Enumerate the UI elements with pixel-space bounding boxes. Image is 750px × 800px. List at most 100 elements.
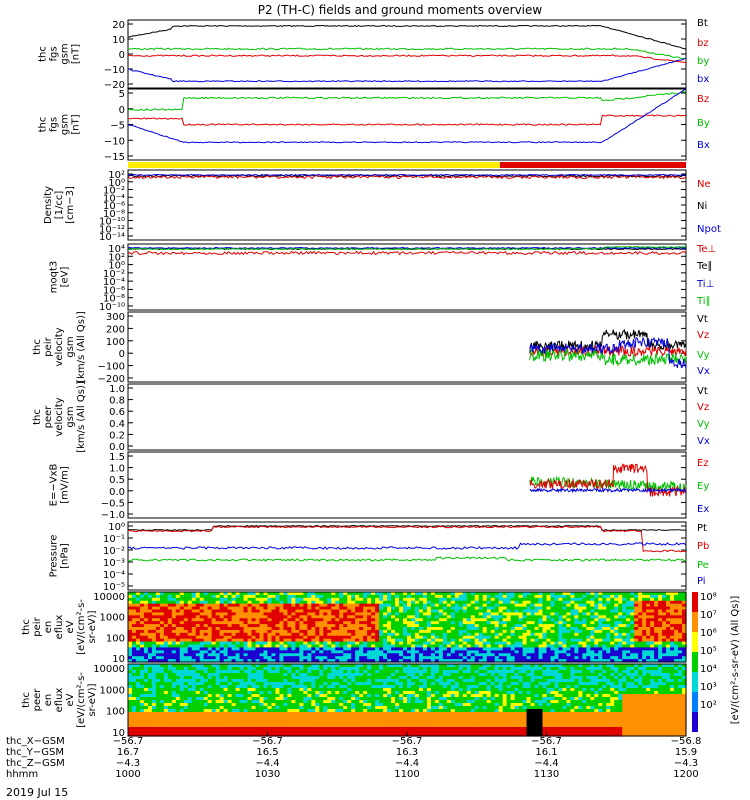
spectrogram-cell: [682, 621, 687, 625]
spectrogram-cell: [494, 641, 500, 646]
spectrogram-cell: [283, 718, 289, 722]
spectrogram-cell: [135, 727, 141, 731]
spectrogram-cell: [303, 606, 308, 611]
spectrogram-cell: [239, 673, 245, 677]
spectrogram-cell: [371, 592, 376, 596]
spectrogram-cell: [187, 697, 193, 701]
spectrogram-cell: [622, 612, 627, 616]
spectrogram-cell: [590, 627, 595, 631]
spectrogram-cell: [371, 609, 376, 614]
spectrogram-cell: [255, 653, 261, 657]
tick-label: 0.2: [109, 430, 125, 441]
spectrogram-cell: [391, 627, 396, 631]
spectrogram-cell: [227, 688, 233, 692]
spectrogram-cell: [139, 609, 145, 614]
spectrogram-cell: [175, 653, 181, 657]
spectrogram-cell: [327, 606, 332, 611]
spectrogram-cell: [347, 691, 352, 695]
spectrogram-cell: [187, 700, 193, 704]
spectrogram-cell: [183, 647, 189, 651]
spectrogram-cell: [434, 597, 440, 602]
spectrogram-cell: [347, 664, 352, 668]
spectrogram-cell: [215, 653, 221, 657]
spectrogram-cell: [227, 709, 233, 713]
spectrogram-cell: [211, 624, 217, 628]
spectrogram-cell: [235, 667, 241, 671]
spectrogram-cell: [231, 733, 237, 737]
spectrogram-cell: [199, 700, 205, 704]
spectrogram-cell: [355, 592, 360, 596]
spectrogram-cell: [570, 635, 575, 640]
spectrogram-cell: [658, 656, 663, 660]
spectrogram-cell: [155, 724, 161, 728]
spectrogram-cell: [494, 600, 500, 605]
spectrogram-cell: [331, 724, 336, 728]
spectrogram-cell: [383, 629, 388, 634]
spectrogram-cell: [347, 647, 352, 651]
spectrogram-cell: [319, 600, 324, 605]
spectrogram-cell: [371, 615, 376, 619]
spectrogram-cell: [379, 638, 384, 643]
spectrogram-cell: [614, 609, 619, 614]
spectrogram-cell: [131, 721, 137, 725]
spectrogram-cell: [622, 597, 627, 602]
spectrogram-cell: [211, 682, 217, 686]
spectrogram-cell: [442, 635, 448, 640]
spectrogram-cell: [147, 641, 153, 646]
spectrogram-cell: [574, 647, 579, 651]
spectrogram-cell: [638, 650, 643, 654]
spectrogram-cell: [191, 592, 197, 596]
spectrogram-cell: [207, 624, 213, 628]
spectrogram-cell: [367, 600, 372, 605]
spectrogram-cell: [618, 612, 623, 616]
spectrogram-cell: [235, 650, 241, 654]
spectrogram-cell: [438, 600, 444, 605]
spectrogram-cell: [510, 650, 516, 654]
spectrogram-cell: [255, 650, 261, 654]
y-axis-label-line: thc: [32, 339, 43, 355]
spectrogram-cell: [139, 592, 145, 596]
spectrogram-cell: [323, 670, 328, 674]
spectrogram-cell: [395, 621, 400, 625]
spectrogram-cell: [319, 653, 324, 657]
spectrogram-cell: [347, 644, 352, 649]
spectrogram-cell: [191, 670, 197, 674]
spectrogram-cell: [466, 603, 472, 608]
spectrogram-cell: [231, 700, 237, 704]
spectrogram-cell: [586, 609, 591, 614]
spectrogram-cell: [247, 685, 253, 689]
spectrogram-cell: [307, 638, 312, 643]
spectrogram-cell: [594, 600, 599, 605]
tick-label: 10⁻⁴: [103, 570, 125, 581]
spectrogram-cell: [179, 624, 185, 628]
spectrogram-cell: [128, 597, 133, 602]
spectrogram-cell: [267, 635, 273, 640]
spectrogram-cell: [522, 612, 528, 616]
spectrogram-cell: [622, 592, 627, 596]
spectrogram-cell: [558, 592, 564, 596]
spectrogram-cell: [678, 592, 683, 596]
spectrogram-cell: [355, 656, 360, 660]
legend-Vx: Vx: [697, 366, 710, 377]
spectrogram-cell: [275, 724, 281, 728]
spectrogram-cell: [211, 635, 217, 640]
spectrogram-cell: [654, 612, 659, 616]
spectrogram-cell: [618, 592, 623, 596]
spectrogram-cell: [610, 644, 615, 649]
spectrogram-cell: [167, 638, 173, 643]
spectrogram-cell: [283, 697, 289, 701]
spectrogram-cell: [610, 647, 615, 651]
spectrogram-cell: [323, 635, 328, 640]
spectrogram-cell: [470, 615, 476, 619]
spectrogram-cell: [131, 727, 137, 731]
spectrogram-cell: [474, 600, 480, 605]
spectrogram-cell: [554, 624, 560, 628]
mode-bar-fast: [500, 162, 686, 168]
spectrogram-cell: [267, 703, 273, 707]
spectrogram-cell: [327, 592, 332, 596]
spectrogram-cell: [395, 653, 400, 657]
spectrogram-cell: [183, 733, 189, 737]
spectrogram-cell: [255, 724, 261, 728]
spectrogram-cell: [175, 650, 181, 654]
spectrogram-cell: [355, 597, 360, 602]
